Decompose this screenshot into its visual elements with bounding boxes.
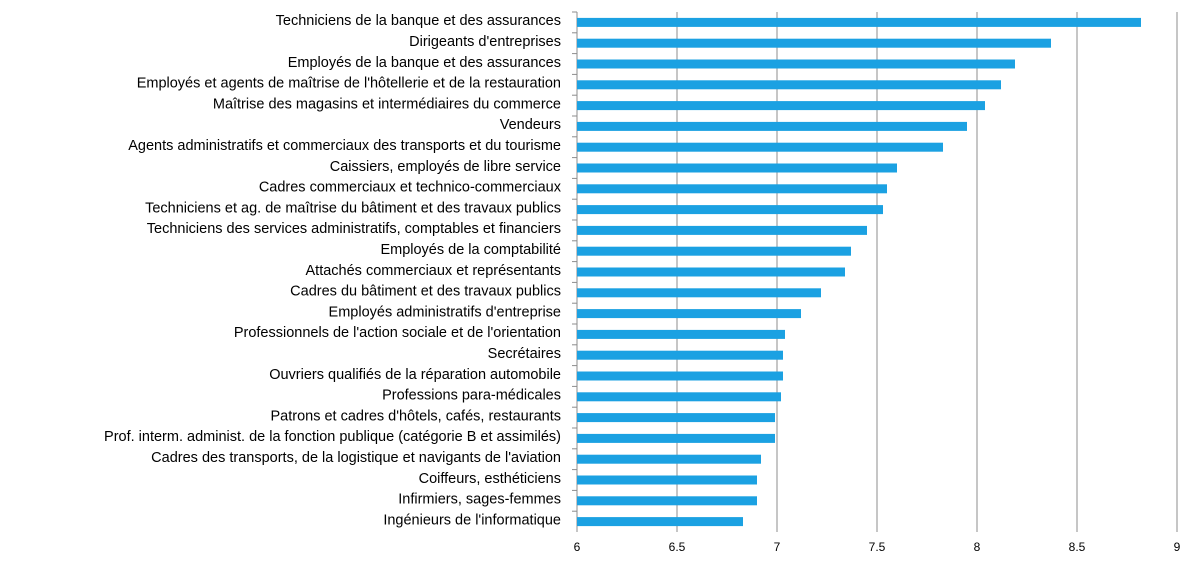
- x-tick-label: 9: [1174, 540, 1181, 554]
- y-tick-label: Ingénieurs de l'informatique: [383, 512, 561, 528]
- bar: [577, 329, 785, 339]
- y-tick-label: Coiffeurs, esthéticiens: [419, 471, 561, 487]
- bar: [577, 392, 781, 402]
- bar: [577, 371, 783, 381]
- bar: [577, 413, 775, 423]
- bar: [577, 475, 757, 485]
- bar: [577, 59, 1015, 69]
- y-tick-label: Agents administratifs et commerciaux des…: [128, 138, 561, 154]
- bar: [577, 350, 783, 360]
- bar: [577, 184, 887, 194]
- y-tick-label: Ouvriers qualifiés de la réparation auto…: [269, 367, 561, 383]
- bar: [577, 517, 743, 527]
- bar: [577, 121, 967, 131]
- bar: [577, 433, 775, 443]
- y-tick-label: Techniciens et ag. de maîtrise du bâtime…: [145, 200, 561, 216]
- y-tick-label: Dirigeants d'entreprises: [409, 34, 561, 50]
- y-tick-label: Prof. interm. administ. de la fonction p…: [104, 429, 561, 445]
- y-tick-label: Cadres des transports, de la logistique …: [151, 450, 561, 466]
- y-tick-label: Infirmiers, sages-femmes: [398, 492, 561, 508]
- y-tick-label: Attachés commerciaux et représentants: [306, 263, 561, 279]
- y-tick-label: Techniciens des services administratifs,…: [147, 221, 561, 237]
- bar: [577, 38, 1051, 48]
- y-tick-label: Cadres commerciaux et technico-commercia…: [259, 180, 562, 196]
- y-tick-label: Caissiers, employés de libre service: [330, 159, 561, 175]
- y-tick-label: Vendeurs: [500, 117, 561, 133]
- y-tick-label: Cadres du bâtiment et des travaux public…: [290, 284, 561, 300]
- x-tick-label: 8: [974, 540, 981, 554]
- y-tick-label: Maîtrise des magasins et intermédiaires …: [213, 96, 561, 112]
- y-tick-label: Employés administratifs d'entreprise: [329, 304, 561, 320]
- bar: [577, 80, 1001, 90]
- bar: [577, 101, 985, 111]
- x-tick-label: 6.5: [669, 540, 686, 554]
- x-tick-label: 6: [574, 540, 581, 554]
- bar: [577, 246, 851, 256]
- y-tick-label: Professionnels de l'action sociale et de…: [234, 325, 561, 341]
- bar: [577, 309, 801, 319]
- bar: [577, 17, 1141, 27]
- bar: [577, 496, 757, 506]
- y-tick-label: Patrons et cadres d'hôtels, cafés, resta…: [270, 408, 561, 424]
- y-tick-label: Employés de la banque et des assurances: [288, 55, 561, 71]
- y-tick-label: Employés de la comptabilité: [380, 242, 561, 258]
- bar: [577, 142, 943, 152]
- y-tick-label: Employés et agents de maîtrise de l'hôte…: [137, 76, 561, 92]
- bar: [577, 163, 897, 173]
- x-tick-label: 7: [774, 540, 781, 554]
- bar: [577, 267, 845, 277]
- bar: [577, 205, 883, 215]
- y-tick-label: Techniciens de la banque et des assuranc…: [276, 13, 561, 29]
- y-tick-label: Professions para-médicales: [382, 388, 561, 404]
- bar: [577, 225, 867, 235]
- bar: [577, 288, 821, 298]
- x-tick-label: 8.5: [1069, 540, 1086, 554]
- y-tick-label: Secrétaires: [488, 346, 561, 362]
- bar: [577, 454, 761, 464]
- x-tick-label: 7.5: [869, 540, 886, 554]
